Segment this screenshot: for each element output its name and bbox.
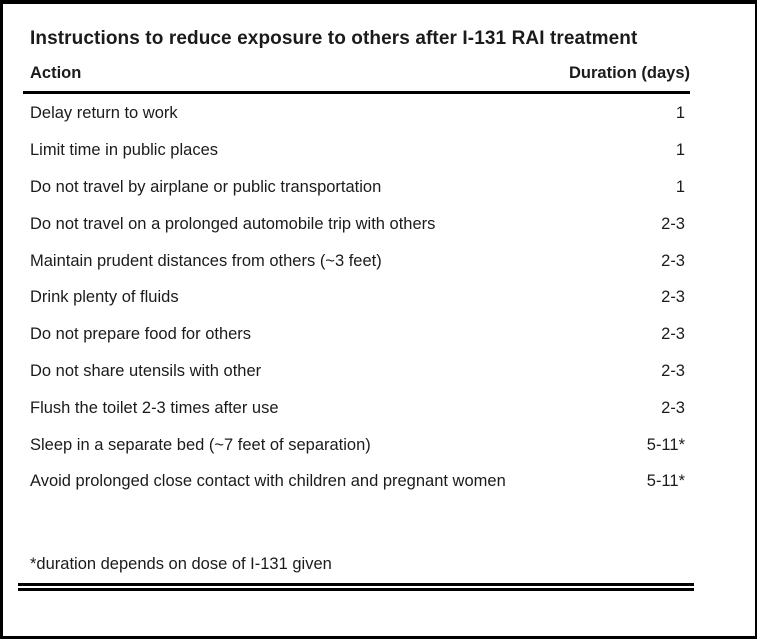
duration-cell: 5-11* — [646, 472, 685, 491]
header-divider — [23, 91, 690, 94]
duration-cell: 1 — [675, 141, 685, 160]
duration-cell: 1 — [675, 104, 685, 123]
action-cell: Sleep in a separate bed (~7 feet of sepa… — [30, 435, 371, 454]
action-cell: Do not prepare food for others — [30, 325, 252, 344]
table-row: Drink plenty of fluids 2-3 — [30, 279, 690, 316]
table-row: Flush the toilet 2-3 times after use 2-3 — [30, 389, 690, 426]
action-cell: Drink plenty of fluids — [30, 288, 179, 307]
table-header-row: Action Duration (days) — [30, 63, 690, 83]
table-body: Delay return to work 1 Limit time in publi… — [30, 95, 690, 500]
duration-cell: 2-3 — [661, 288, 685, 307]
column-header-duration: Duration (days) — [568, 64, 690, 82]
duration-cell: 2-3 — [661, 361, 685, 380]
table-row: Delay return to work 1 — [30, 95, 690, 132]
action-cell: Avoid prolonged close contact with child… — [30, 472, 506, 491]
table-title: Instructions to reduce exposure to other… — [30, 28, 638, 49]
action-cell: Do not travel on a prolonged automobile … — [30, 214, 436, 233]
footnote: *duration depends on dose of I-131 given — [30, 554, 332, 573]
column-header-action: Action — [30, 64, 82, 82]
table-row: Do not share utensils with other 2-3 — [30, 353, 690, 390]
duration-cell: 2-3 — [661, 251, 685, 270]
table-row: Do not travel on a prolonged automobile … — [30, 205, 690, 242]
duration-cell: 1 — [675, 177, 685, 196]
duration-cell: 2-3 — [661, 398, 685, 417]
action-cell: Maintain prudent distances from others (… — [30, 251, 382, 270]
action-cell: Do not share utensils with other — [30, 361, 262, 380]
table-row: Maintain prudent distances from others (… — [30, 242, 690, 279]
bottom-double-divider — [18, 582, 694, 591]
table-row: Do not travel by airplane or public tran… — [30, 169, 690, 206]
action-cell: Limit time in public places — [30, 141, 218, 160]
duration-cell: 2-3 — [661, 325, 685, 344]
table-container: Instructions to reduce exposure to other… — [3, 28, 755, 636]
duration-cell: 5-11* — [646, 435, 685, 454]
table-row: Sleep in a separate bed (~7 feet of sepa… — [30, 426, 690, 463]
action-cell: Delay return to work — [30, 104, 178, 123]
duration-cell: 2-3 — [661, 214, 685, 233]
action-cell: Do not travel by airplane or public tran… — [30, 177, 382, 196]
table-row: Limit time in public places 1 — [30, 132, 690, 169]
table-row: Avoid prolonged close contact with child… — [30, 463, 690, 500]
action-cell: Flush the toilet 2-3 times after use — [30, 398, 279, 417]
table-row: Do not prepare food for others 2-3 — [30, 316, 690, 353]
